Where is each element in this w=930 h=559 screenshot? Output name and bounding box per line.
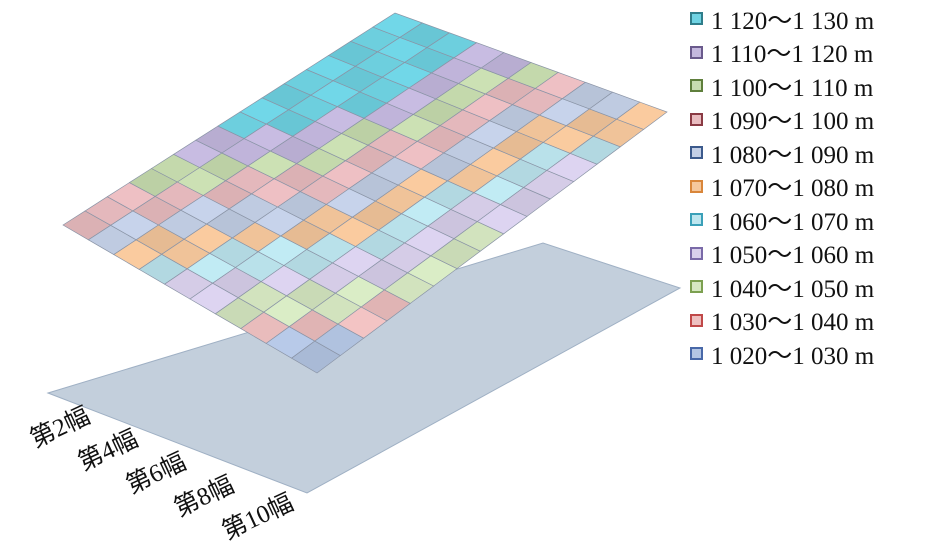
- legend-label: 1 020～1 030 m: [711, 342, 875, 370]
- legend-swatch: [690, 179, 703, 193]
- legend-item: 1 060～1 070 m: [690, 203, 928, 237]
- legend-item: 1 080～1 090 m: [690, 136, 928, 170]
- legend-label: 1 110～1 120 m: [711, 41, 874, 69]
- legend-item: 1 050～1 060 m: [690, 237, 928, 271]
- legend-item: 1 020～1 030 m: [690, 337, 928, 371]
- legend-item: 1 100～1 110 m: [690, 69, 928, 103]
- legend-label: 1 120～1 130 m: [711, 7, 875, 35]
- legend-item: 1 040～1 050 m: [690, 270, 928, 304]
- legend-label: 1 040～1 050 m: [711, 275, 875, 303]
- legend-label: 1 070～1 080 m: [711, 175, 875, 203]
- legend-label: 1 100～1 110 m: [711, 74, 874, 102]
- legend-label: 1 080～1 090 m: [711, 141, 875, 169]
- legend-label: 1 030～1 040 m: [711, 309, 875, 337]
- legend-item: 1 070～1 080 m: [690, 170, 928, 204]
- legend-swatch: [690, 213, 703, 227]
- legend: 1 120～1 130 m 1 110～1 120 m 1 100～1 110 …: [690, 2, 928, 371]
- legend-swatch: [690, 12, 703, 26]
- surface-cell: [615, 101, 668, 130]
- range-axis-label: 第4幅: [74, 425, 142, 477]
- legend-label: 1 090～1 100 m: [711, 108, 875, 136]
- legend-swatch: [690, 79, 703, 93]
- terrain-surface: [62, 12, 668, 374]
- legend-label: 1 060～1 070 m: [711, 208, 875, 236]
- legend-item: 1 120～1 130 m: [690, 2, 928, 36]
- legend-swatch: [690, 146, 703, 160]
- legend-swatch: [690, 347, 703, 361]
- legend-swatch: [690, 246, 703, 260]
- legend-item: 1 030～1 040 m: [690, 304, 928, 338]
- legend-label: 1 050～1 060 m: [711, 242, 875, 270]
- range-axis-label: 第2幅: [26, 402, 94, 454]
- legend-swatch: [690, 112, 703, 126]
- range-axis-label: 第8幅: [170, 471, 238, 523]
- legend-swatch: [690, 280, 703, 294]
- legend-item: 1 090～1 100 m: [690, 103, 928, 137]
- legend-item: 1 110～1 120 m: [690, 36, 928, 70]
- legend-swatch: [690, 45, 703, 59]
- legend-swatch: [690, 313, 703, 327]
- range-axis-label: 第6幅: [122, 448, 190, 500]
